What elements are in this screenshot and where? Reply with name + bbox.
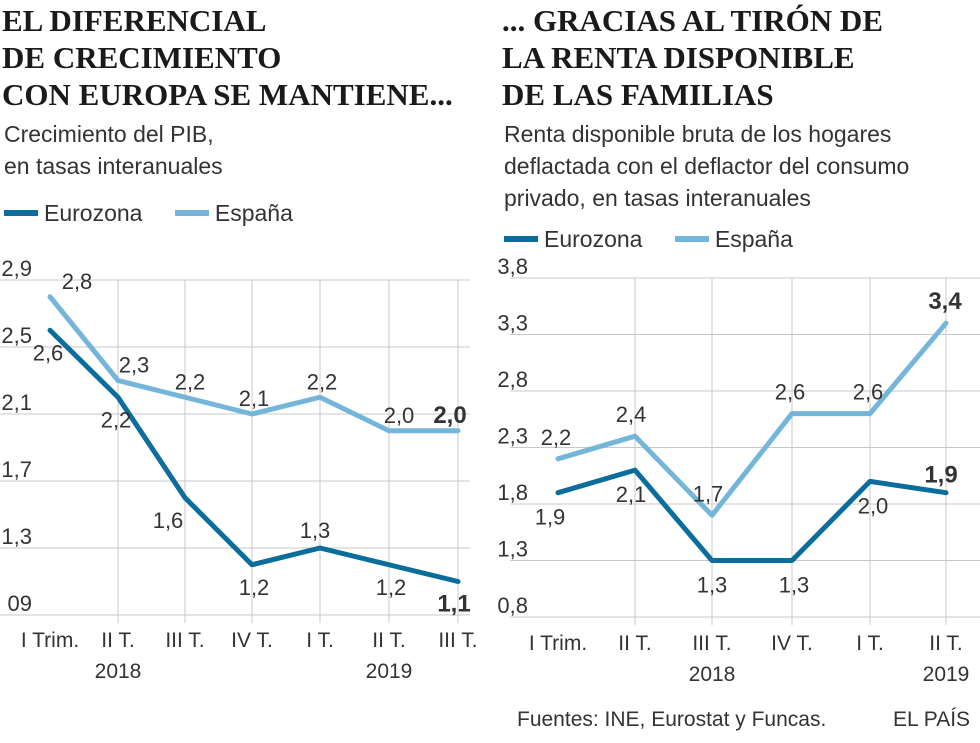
data-label-espana: 2,0: [384, 403, 415, 428]
chart-title: EL DIFERENCIAL DE CRECIMIENTO CON EUROPA…: [2, 2, 453, 113]
legend-item-espana: España: [174, 200, 293, 227]
source-note: Fuentes: INE, Eurostat y Funcas.: [517, 708, 827, 731]
title-line: DE CRECIMIENTO: [2, 40, 282, 75]
data-label-espana: 2,6: [775, 380, 806, 405]
year-label: 2019: [366, 660, 413, 683]
legend-swatch-eurozona: [504, 235, 538, 242]
legend: Eurozona España: [4, 200, 319, 227]
legend: Eurozona España: [504, 226, 819, 253]
data-label-espana: 2,3: [119, 353, 150, 378]
data-label-espana: 2,6: [853, 380, 884, 405]
data-label-eurozona: 1,3: [300, 518, 331, 543]
y-tick-label: 2,5: [1, 323, 32, 348]
y-tick-label: 2,1: [1, 390, 32, 415]
legend-label: Eurozona: [44, 200, 143, 226]
y-tick-label: 1,7: [1, 457, 32, 482]
data-label-espana: 2,4: [616, 402, 647, 427]
y-tick-label: 3,3: [497, 311, 528, 336]
year-label: 2018: [95, 660, 142, 683]
x-tick-label: III T.: [165, 629, 204, 652]
x-tick-label: IV T.: [771, 632, 813, 655]
data-label-eurozona: 1,9: [924, 462, 957, 489]
subtitle-line: en tasas interanuales: [4, 153, 223, 179]
legend-item-espana: España: [674, 226, 793, 253]
chart-subtitle: Renta disponible bruta de los hogares de…: [504, 118, 909, 214]
title-line: DE LAS FAMILIAS: [502, 77, 774, 112]
chart-panel-gdp: EL DIFERENCIAL DE CRECIMIENTO CON EUROPA…: [0, 2, 478, 683]
legend-swatch-espana: [174, 209, 209, 216]
data-label-espana: 2,2: [307, 369, 338, 394]
income-line-chart: 0,8 1,3 1,8 2,3 2,8 3,3 3,8 I Trim. II T. III T. I…: [497, 254, 980, 686]
y-tick-label: 1,3: [1, 524, 32, 549]
x-tick-label: I T.: [856, 632, 884, 655]
subtitle-line: Crecimiento del PIB,: [4, 121, 214, 147]
legend-label: Eurozona: [544, 226, 643, 252]
series-line-eurozona: [47, 327, 461, 584]
title-line: CON EUROPA SE MANTIENE...: [2, 77, 453, 112]
data-label-eurozona: 1,6: [153, 508, 184, 533]
data-label-espana: 3,4: [928, 288, 962, 315]
brand-label: EL PAÍS: [893, 708, 971, 731]
data-label-espana: 2,1: [239, 386, 270, 411]
legend-label: España: [214, 200, 293, 226]
data-label-eurozona: 1,3: [697, 573, 728, 598]
x-tick-label: II T.: [372, 629, 405, 652]
series-line-eurozona: [555, 467, 949, 563]
data-label-espana: 2,2: [541, 425, 572, 450]
legend-item-eurozona: Eurozona: [504, 226, 642, 253]
data-label-espana: 2,8: [62, 269, 93, 294]
x-tick-label: I T.: [306, 629, 334, 652]
data-label-eurozona: 1,9: [535, 505, 566, 530]
year-label: 2019: [923, 663, 970, 686]
y-tick-label: 1,8: [497, 480, 528, 505]
legend-swatch-espana: [674, 235, 709, 242]
x-tick-label: III T.: [438, 629, 477, 652]
data-label-eurozona: 1,2: [376, 575, 407, 600]
title-line: EL DIFERENCIAL: [2, 3, 267, 38]
legend-label: España: [714, 226, 793, 252]
x-tick-label: III T.: [692, 632, 731, 655]
legend-swatch-eurozona: [4, 209, 38, 216]
data-label-eurozona: 2,1: [616, 482, 647, 507]
y-tick-label: 1,3: [497, 537, 528, 562]
series-line-espana: [47, 294, 461, 434]
series-line-espana: [555, 320, 949, 518]
legend-item-eurozona: Eurozona: [4, 200, 142, 227]
title-line: ... GRACIAS AL TIRÓN DE: [502, 3, 883, 38]
x-tick-label: II T.: [101, 629, 134, 652]
y-tick-label: 0,8: [497, 593, 528, 618]
gdp-line-chart: 09 1,3 1,7 2,1 2,5 2,9 I Trim. II T. III T. IV T.…: [0, 256, 478, 683]
y-tick-label: 2,3: [497, 424, 528, 449]
y-tick-label: 2,8: [497, 367, 528, 392]
data-label-eurozona: 2,6: [33, 340, 64, 365]
data-label-eurozona: 1,2: [239, 575, 270, 600]
y-tick-label: 3,8: [497, 254, 528, 279]
subtitle-line: privado, en tasas interanuales: [504, 185, 811, 211]
data-label-eurozona: 1,3: [779, 573, 810, 598]
x-tick-label: II T.: [929, 632, 962, 655]
chart-panel-income: ... GRACIAS AL TIRÓN DE LA RENTA DISPONI…: [490, 0, 980, 743]
data-label-espana: 1,7: [693, 481, 724, 506]
subtitle-line: Renta disponible bruta de los hogares: [504, 121, 892, 147]
year-label: 2018: [689, 663, 736, 686]
title-line: LA RENTA DISPONIBLE: [502, 40, 855, 75]
chart-subtitle: Crecimiento del PIB, en tasas interanual…: [4, 118, 223, 182]
data-label-espana: 2,2: [175, 369, 206, 394]
y-tick-label: 2,9: [1, 256, 32, 281]
data-label-eurozona: 2,2: [101, 407, 132, 432]
subtitle-line: deflactada con el deflactor del consumo: [504, 153, 910, 179]
x-tick-label: II T.: [618, 632, 651, 655]
data-label-eurozona: 1,1: [437, 591, 470, 618]
x-tick-label: I Trim.: [21, 629, 79, 652]
data-label-eurozona: 2,0: [858, 493, 889, 518]
data-label-espana: 2,0: [433, 402, 466, 429]
chart-title: ... GRACIAS AL TIRÓN DE LA RENTA DISPONI…: [502, 2, 883, 113]
x-tick-label: I Trim.: [529, 632, 587, 655]
x-tick-label: IV T.: [231, 629, 273, 652]
y-tick-label: 09: [8, 591, 32, 616]
